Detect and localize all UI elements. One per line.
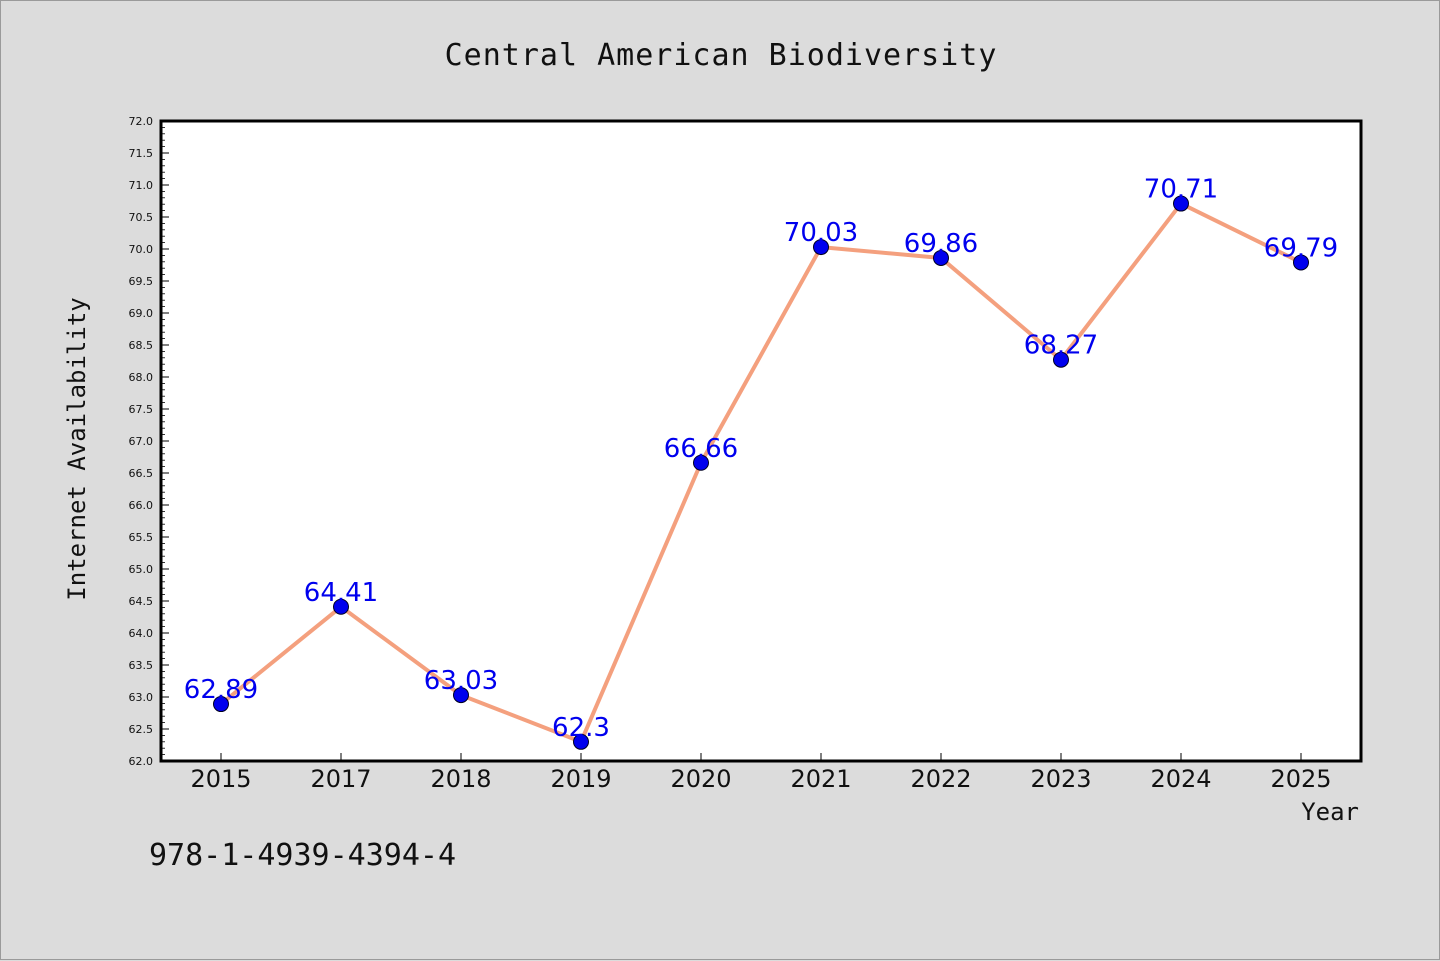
plot-area — [161, 121, 1361, 761]
data-point — [813, 239, 829, 256]
y-tick-label: 69.0 — [129, 307, 154, 320]
isbn-text: 978-1-4939-4394-4 — [149, 838, 456, 873]
data-point — [693, 454, 709, 471]
series-layer: 62.89 64.41 63.03 62.3 66.66 70.03 69.86 68.27 7… — [184, 175, 1338, 750]
y-tick-label: 71.5 — [129, 147, 154, 160]
y-tick-label: 68.0 — [129, 371, 154, 384]
y-tick-label: 64.5 — [129, 595, 154, 608]
x-axis: 2015 2017 2018 2019 2020 2021 2022 2023 2024 2025 — [190, 753, 1332, 793]
data-label: 62.89 — [184, 675, 258, 705]
x-tick-label: 2017 — [310, 765, 371, 793]
y-tick-label: 67.0 — [129, 435, 154, 448]
series-line — [219, 201, 1302, 744]
x-tick-label: 2019 — [550, 765, 611, 793]
data-label: 63.03 — [424, 666, 498, 696]
x-tick-label: 2018 — [430, 765, 491, 793]
data-point — [1293, 254, 1309, 271]
y-tick-label: 72.0 — [129, 115, 154, 128]
y-tick-label: 62.5 — [129, 723, 154, 736]
data-point — [933, 249, 949, 266]
y-tick-label: 71.0 — [129, 179, 154, 192]
x-tick-label: 2015 — [190, 765, 251, 793]
y-tick-label: 63.5 — [129, 659, 154, 672]
y-axis-label: Internet Availability — [63, 297, 91, 600]
chart-title: Central American Biodiversity — [445, 38, 998, 73]
y-tick-label: 70.5 — [129, 211, 154, 224]
x-tick-label: 2024 — [1150, 765, 1211, 793]
data-point — [1173, 195, 1189, 212]
data-label: 69.79 — [1264, 233, 1338, 263]
data-label: 69.86 — [904, 229, 978, 259]
y-tick-label: 66.0 — [129, 499, 154, 512]
y-tick-label: 70.0 — [129, 243, 154, 256]
x-tick-label: 2020 — [670, 765, 731, 793]
x-tick-label: 2025 — [1270, 765, 1331, 793]
data-point — [333, 598, 349, 615]
y-tick-label: 67.5 — [129, 403, 154, 416]
y-tick-label: 64.0 — [129, 627, 154, 640]
data-label: 70.71 — [1144, 175, 1218, 205]
data-point — [1053, 351, 1069, 368]
data-point — [453, 687, 469, 704]
x-tick-label: 2022 — [910, 765, 971, 793]
y-tick-label: 69.5 — [129, 275, 154, 288]
data-label: 62.3 — [552, 713, 610, 743]
y-axis: 62.0 62.5 63.0 63.5 64.0 64.5 65.0 65.5 66.0 66.5… — [129, 115, 169, 768]
y-tick-label: 68.5 — [129, 339, 154, 352]
y-tick-label: 65.0 — [129, 563, 154, 576]
data-label: 68.27 — [1024, 331, 1098, 361]
x-axis-label: Year — [1301, 798, 1359, 826]
data-label: 70.03 — [784, 218, 858, 248]
x-tick-label: 2021 — [790, 765, 851, 793]
y-tick-label: 62.0 — [129, 755, 154, 768]
data-point — [573, 733, 589, 750]
data-point — [213, 696, 229, 713]
y-tick-label: 65.5 — [129, 531, 154, 544]
plot-border — [159, 119, 1363, 763]
y-tick-label: 66.5 — [129, 467, 154, 480]
data-label: 64.41 — [304, 578, 378, 608]
data-label: 66.66 — [664, 434, 738, 464]
y-tick-label: 63.0 — [129, 691, 154, 704]
x-tick-label: 2023 — [1030, 765, 1091, 793]
